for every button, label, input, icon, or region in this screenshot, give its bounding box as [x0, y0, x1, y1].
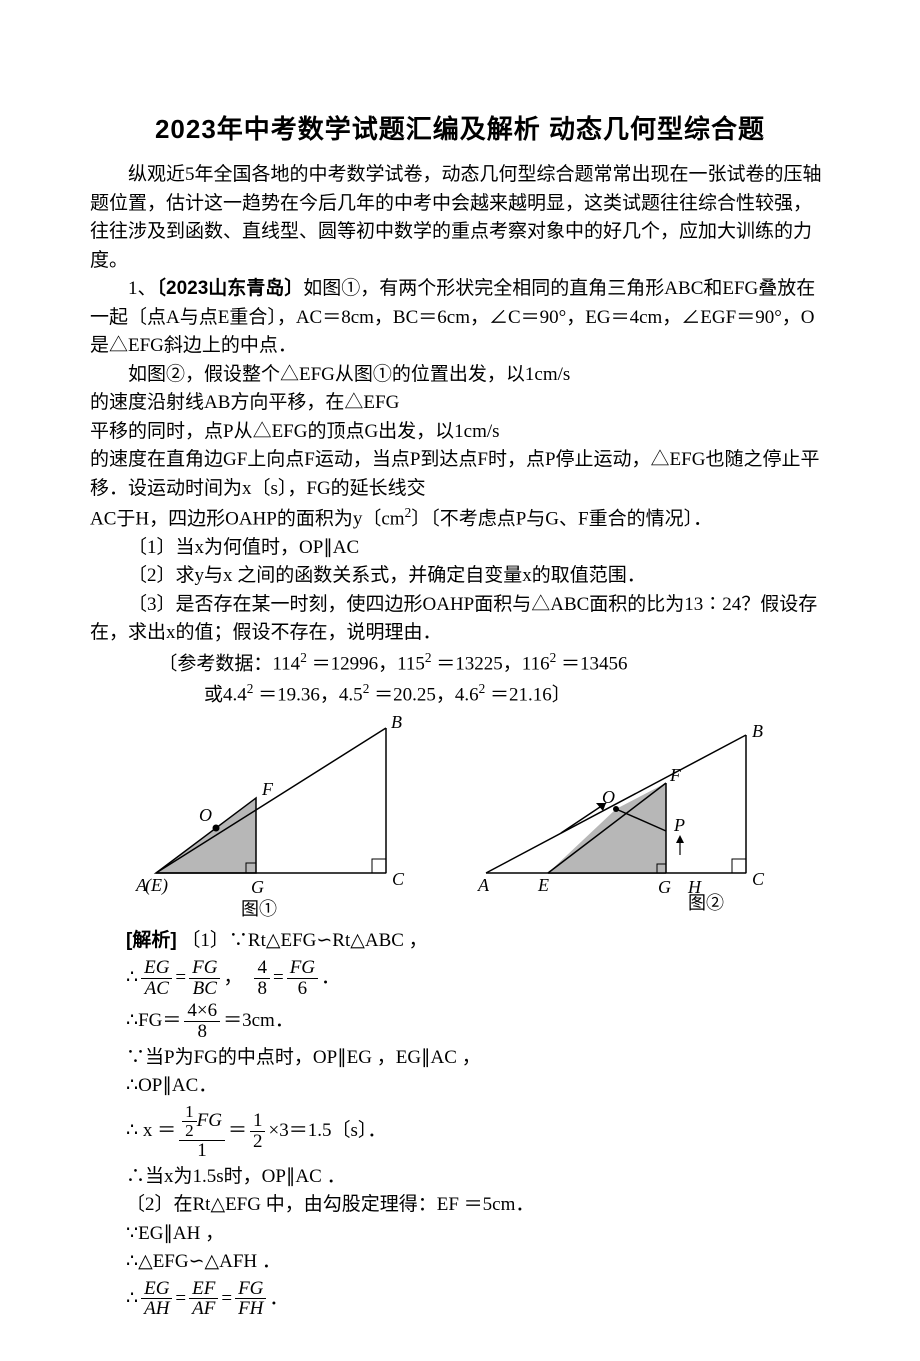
line: 平移的同时，点P从△EFG的顶点G出发，以1cm/s [90, 418, 830, 447]
denominator: AF [189, 1299, 218, 1319]
denominator: 8 [254, 979, 270, 999]
text: 〔1〕∵Rt△EFG∽Rt△ABC ， [181, 930, 427, 951]
problem-source: 〔2023山东青岛〕 [157, 278, 304, 299]
solution-eq-2: ∴FG＝ 4×68 ＝3cm． [126, 1001, 830, 1042]
text: 或4.4 [204, 684, 247, 705]
text: ＝12996，115 [307, 653, 425, 674]
equals: = [273, 964, 284, 993]
label-A: A [477, 875, 490, 895]
comma: ， [223, 964, 242, 993]
denominator: FH [235, 1299, 266, 1319]
label-E: E [537, 875, 549, 895]
problem-1-text: 1、〔2023山东青岛〕如图①，有两个形状完全相同的直角三角形ABC和EFG叠放… [90, 275, 830, 361]
equals: ＝ [228, 1117, 247, 1146]
solution-line: 〔2〕在Rt△EFG 中，由勾股定理得：EF ＝5cm． [126, 1191, 830, 1220]
figures-row: A(E) G C B F O 图① [126, 713, 830, 923]
text: ＝3cm． [223, 1007, 294, 1036]
text: 〕〔不考虑点P与G、F重合的情况〕． [411, 508, 712, 529]
solution-line: ∵当P为FG的中点时，OP∥EG ，EG∥AC ， [126, 1044, 830, 1073]
solution-eq-1: ∴ EGAC = FGBC ， 48 = FG6 ． [126, 958, 830, 999]
intro-paragraph: 纵观近5年全国各地的中考数学试卷，动态几何型综合题常常出现在一张试卷的压轴题位置… [90, 161, 830, 275]
label-O: O [602, 787, 615, 807]
numerator: 1 [250, 1111, 266, 1132]
sup: 2 [300, 650, 307, 665]
sup: 2 [425, 650, 432, 665]
figure-2-caption: 图② [688, 893, 724, 913]
text: ＝21.16〕 [485, 684, 571, 705]
solution-line: ∴当x为1.5s时，OP∥AC ． [126, 1163, 830, 1192]
text: ∴FG＝ [126, 1007, 181, 1036]
question-3: 〔3〕是否存在某一时刻，使四边形OAHP面积与△ABC面积的比为13∶24？假设… [90, 591, 830, 648]
figure-1-caption: 图① [241, 899, 277, 919]
figure-2: A E G H C B F O P 图② [466, 723, 796, 923]
problem-number: 1、 [128, 278, 157, 299]
denominator: AC [141, 979, 172, 999]
equals: = [221, 1285, 232, 1314]
text: 〔参考数据：114 [158, 653, 300, 674]
denominator: 2 [250, 1132, 266, 1152]
line: 的速度沿射线AB方向平移，在△EFG [90, 389, 830, 418]
label-F: F [669, 765, 682, 785]
line: 如图②，假设整个△EFG从图①的位置出发，以1cm/s [90, 361, 830, 390]
inner-den: 2 [182, 1122, 197, 1140]
solution-line: ∴OP∥AC． [126, 1072, 830, 1101]
label-P: P [673, 815, 685, 835]
question-1: 〔1〕当x为何值时，OP∥AC [90, 534, 830, 563]
label-G: G [251, 877, 264, 897]
text: ＝20.25，4.6 [369, 684, 478, 705]
solution-line: ∵EG∥AH ， [126, 1220, 830, 1249]
denominator: BC [189, 979, 220, 999]
equals: = [175, 964, 186, 993]
label-O: O [199, 805, 212, 825]
text: AC于H，四边形OAHP的面积为y〔cm [90, 508, 405, 529]
solution-label: [解析] [126, 930, 177, 951]
question-2: 〔2〕求y与x 之间的函数关系式，并确定自变量x的取值范围． [90, 562, 830, 591]
svg-text:A(E): A(E) [135, 875, 168, 896]
label-G: G [658, 877, 671, 897]
denominator: 6 [287, 979, 318, 999]
solution-line-1: [解析] 〔1〕∵Rt△EFG∽Rt△ABC ， [126, 927, 830, 956]
label-F: F [261, 779, 274, 799]
numerator: FG [235, 1279, 266, 1300]
label-C: C [392, 869, 405, 889]
numerator: EG [141, 1279, 172, 1300]
text: ＝13456 [556, 653, 627, 674]
therefore: ∴ [126, 964, 138, 993]
inner-num: 1 [182, 1103, 197, 1122]
period: ． [269, 1285, 288, 1314]
numerator: 12FG [179, 1103, 225, 1141]
solution-line: ∴△EFG∽△AFH ． [126, 1248, 830, 1277]
period: ． [321, 964, 340, 993]
text: FG [197, 1110, 222, 1131]
text: ＝19.36，4.5 [253, 684, 362, 705]
numerator: 4×6 [184, 1001, 220, 1022]
solution-eq-3: ∴ x ＝ 12FG 1 ＝ 12 ×3＝1.5〔s〕． [126, 1103, 830, 1161]
numerator: FG [189, 958, 220, 979]
numerator: EG [141, 958, 172, 979]
numerator: FG [287, 958, 318, 979]
therefore: ∴ [126, 1285, 138, 1314]
page-title: 2023年中考数学试题汇编及解析 动态几何型综合题 [90, 110, 830, 149]
line: AC于H，四边形OAHP的面积为y〔cm2〕〔不考虑点P与G、F重合的情况〕． [90, 503, 830, 534]
numerator: 4 [254, 958, 270, 979]
denominator: 1 [179, 1141, 225, 1161]
text: ×3＝1.5〔s〕． [268, 1117, 386, 1146]
equals: = [175, 1285, 186, 1314]
reference-data-1: 〔参考数据：1142 ＝12996，1152 ＝13225，1162 ＝1345… [90, 648, 830, 679]
label-B: B [391, 713, 402, 732]
label-C: C [752, 869, 765, 889]
reference-data-2: 或4.42 ＝19.36，4.52 ＝20.25，4.62 ＝21.16〕 [90, 679, 830, 710]
line: 的速度在直角边GF上向点F运动，当点P到达点F时，点P停止运动，△EFG也随之停… [90, 446, 830, 503]
denominator: 8 [184, 1022, 220, 1042]
denominator: AH [141, 1299, 172, 1319]
solution-eq-4: ∴ EGAH = EFAF = FGFH ． [126, 1279, 830, 1320]
text: ＝13225，116 [432, 653, 550, 674]
numerator: EF [189, 1279, 218, 1300]
label-E: (E) [145, 875, 168, 896]
label-B: B [752, 723, 763, 741]
figure-1: A(E) G C B F O 图① [126, 713, 436, 923]
text: ∴ x ＝ [126, 1117, 176, 1146]
